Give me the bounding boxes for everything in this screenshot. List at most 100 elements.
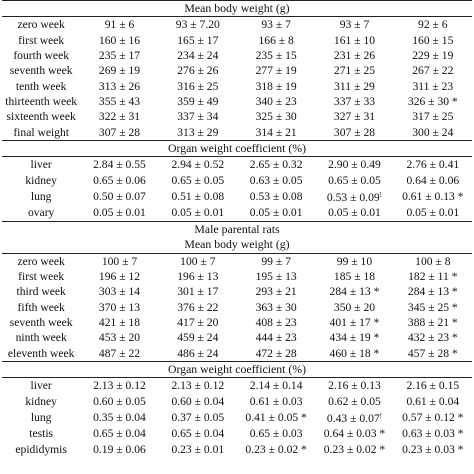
row-label: first week bbox=[18, 269, 65, 283]
cell-value: 0.65 ± 0.06 bbox=[93, 173, 146, 187]
row-label: seventh week bbox=[9, 64, 73, 78]
table-cell: 0.65 ± 0.04 bbox=[159, 426, 237, 441]
cell-value: 325 ± 30 bbox=[255, 110, 297, 124]
row-label: testis bbox=[29, 427, 54, 441]
table-cell: 0.05 ± 0.01 bbox=[393, 205, 472, 222]
cell-value: 363 ± 30 bbox=[255, 300, 297, 314]
table-cell: 388 ± 21 * bbox=[394, 315, 472, 330]
table-cell: 0.37 ± 0.05 bbox=[159, 409, 237, 426]
cell-value: 2.13 ± 0.12 bbox=[93, 379, 146, 393]
row-label: seventh week bbox=[9, 315, 73, 329]
table-cell: 300 ± 24 bbox=[393, 124, 472, 142]
cell-value: 0.23 ± 0.02 * bbox=[323, 442, 386, 456]
row-label: lung bbox=[30, 410, 52, 424]
table-row: ninth week 453 ± 20 459 ± 24 444 ± 23 434 ± … bbox=[2, 330, 472, 345]
row-label: ninth week bbox=[15, 331, 67, 345]
table-cell: 0.05 ± 0.01 bbox=[315, 205, 394, 222]
cell-value: 303 ± 14 bbox=[98, 285, 141, 299]
cell-value: 271 ± 25 bbox=[333, 64, 376, 78]
table-cell: 311 ± 29 bbox=[315, 79, 393, 94]
section-header-row: Mean body weight (g) bbox=[2, 0, 472, 18]
row-label: first week bbox=[18, 33, 65, 47]
table-cell: 0.61 ± 0.03 bbox=[237, 394, 315, 409]
table-row: sixteenth week 322 ± 31 337 ± 34 325 ± 30 32… bbox=[2, 109, 472, 124]
table-cell: 303 ± 14 bbox=[80, 284, 158, 299]
cell-value: 0.05 ± 0.01 bbox=[406, 206, 460, 220]
cell-value: 417 ± 20 bbox=[177, 315, 219, 329]
table-cell: 376 ± 22 bbox=[159, 300, 237, 315]
cell-value: 0.65 ± 0.03 bbox=[249, 427, 303, 441]
row-label: ovary bbox=[2, 205, 81, 222]
table-cell: 92 ± 6 bbox=[394, 17, 472, 33]
cell-value: 277 ± 19 bbox=[255, 64, 297, 78]
row-label: liver bbox=[30, 158, 52, 172]
cell-value: 0.43 ± 0.07 bbox=[326, 411, 380, 425]
cell-value: 0.60 ± 0.05 bbox=[93, 394, 146, 408]
cell-value: 161 ± 10 bbox=[333, 33, 376, 47]
cell-value: 0.23 ± 0.02 * bbox=[245, 442, 307, 456]
cell-value: 2.76 ± 0.41 bbox=[406, 158, 460, 172]
cell-value: 93 ± 7.20 bbox=[175, 18, 220, 32]
table-cell: 2.14 ± 0.14 bbox=[237, 378, 315, 394]
cell-value: 327 ± 31 bbox=[333, 110, 376, 124]
row-label: final weight bbox=[2, 124, 81, 142]
cell-value: 350 ± 20 bbox=[333, 300, 376, 314]
cell-value: 0.65 ± 0.05 bbox=[171, 173, 225, 187]
table-cell: 487 ± 22 bbox=[80, 345, 159, 362]
cell-value: 337 ± 34 bbox=[177, 110, 219, 124]
cell-value: 0.57 ± 0.12 * bbox=[402, 410, 464, 424]
table-cell: 0.43 ± 0.07! bbox=[315, 409, 393, 426]
table-cell: 0.65 ± 0.06 bbox=[80, 173, 158, 188]
table-cell: 0.05 ± 0.01 bbox=[80, 205, 159, 222]
table-cell: 93 ± 7.20 bbox=[159, 17, 237, 33]
cell-value: 376 ± 22 bbox=[177, 300, 219, 314]
cell-value: 91 ± 6 bbox=[104, 18, 135, 32]
table-cell: 165 ± 17 bbox=[159, 33, 237, 48]
table-cell: 99 ± 10 bbox=[315, 253, 393, 269]
cell-value: 432 ± 23 * bbox=[407, 331, 458, 345]
table-cell: 350 ± 20 bbox=[315, 300, 393, 315]
table-cell: 0.35 ± 0.04 bbox=[80, 409, 158, 426]
cell-value: 0.50 ± 0.07 bbox=[93, 190, 146, 204]
cell-value: 0.61 ± 0.03 bbox=[249, 394, 303, 408]
table-cell: 0.65 ± 0.05 bbox=[315, 173, 393, 188]
table-cell: 231 ± 26 bbox=[315, 48, 393, 63]
cell-value: 0.51 ± 0.08 bbox=[171, 190, 225, 204]
table-cell: 307 ± 28 bbox=[315, 124, 394, 142]
table-cell: 293 ± 21 bbox=[237, 284, 315, 299]
cell-value: 229 ± 19 bbox=[412, 49, 454, 63]
row-label: eleventh week bbox=[2, 345, 81, 362]
footnote-mark: ! bbox=[379, 411, 383, 420]
table-cell: 100 ± 7 bbox=[159, 253, 237, 269]
cell-value: 0.05 ± 0.01 bbox=[171, 206, 225, 220]
table-cell: 160 ± 15 bbox=[394, 33, 472, 48]
cell-value: 459 ± 24 bbox=[177, 331, 219, 345]
table-cell: 472 ± 28 bbox=[236, 345, 316, 362]
table-cell: 2.65 ± 0.32 bbox=[237, 157, 315, 173]
table-cell: 313 ± 26 bbox=[80, 79, 158, 94]
table-cell: 182 ± 11 * bbox=[394, 269, 472, 284]
section-header-row: Organ weight coefficient (%) bbox=[2, 140, 472, 158]
cell-value: 457 ± 28 * bbox=[407, 346, 458, 360]
cell-value: 444 ± 23 bbox=[255, 331, 297, 345]
table-row: thirteenth week 355 ± 43 359 ± 49 340 ± 23 3… bbox=[2, 94, 472, 109]
table-cell: 277 ± 19 bbox=[237, 63, 315, 78]
cell-value: 2.84 ± 0.55 bbox=[93, 158, 146, 172]
cell-value: 0.05 ± 0.01 bbox=[93, 206, 146, 220]
table-cell: 0.61 ± 0.04 bbox=[394, 394, 472, 409]
cell-value: 345 ± 25 * bbox=[407, 300, 458, 314]
table-cell: 196 ± 12 bbox=[80, 269, 158, 284]
row-label: lung bbox=[30, 190, 52, 204]
table-row: zero week 91 ± 6 93 ± 7.20 93 ± 7 93 ± 7 92 ±… bbox=[2, 17, 472, 33]
table-cell: 0.64 ± 0.06 bbox=[394, 173, 472, 188]
table-cell: 185 ± 18 bbox=[315, 269, 393, 284]
table-cell: 307 ± 28 bbox=[80, 124, 159, 142]
cell-value: 267 ± 22 bbox=[412, 64, 454, 78]
cell-value: 195 ± 13 bbox=[255, 269, 297, 283]
table-row: kidney 0.65 ± 0.06 0.65 ± 0.05 0.63 ± 0.05 0… bbox=[2, 173, 472, 188]
table-cell: 486 ± 24 bbox=[158, 345, 237, 362]
cell-value: 313 ± 29 bbox=[177, 125, 219, 139]
footnote-mark: ! bbox=[379, 191, 383, 200]
cell-value: 314 ± 21 bbox=[255, 125, 297, 139]
cell-value: 0.61 ± 0.13 * bbox=[402, 190, 464, 204]
